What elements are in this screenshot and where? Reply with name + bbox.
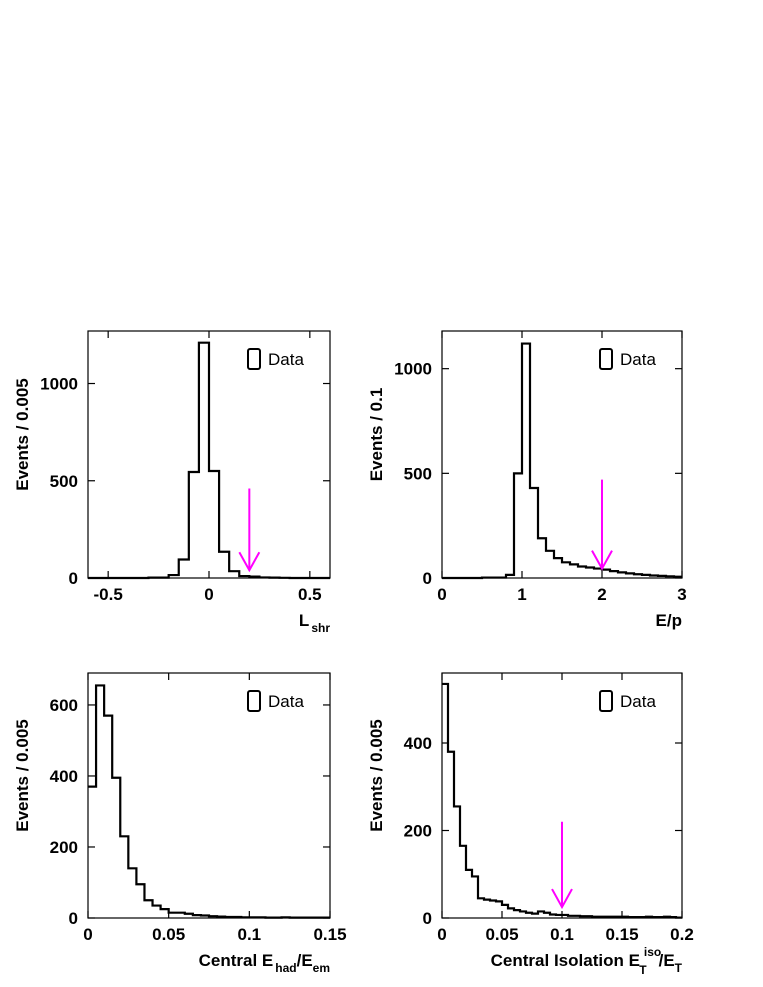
x-axis-label-sub: had [275, 961, 296, 975]
histogram-data [442, 682, 682, 919]
y-tick-label: 600 [50, 696, 78, 715]
x-tick-label: -0.5 [94, 585, 123, 604]
x-tick-label: 0.1 [238, 925, 262, 944]
x-axis-label-main: Central E [199, 951, 274, 970]
legend-swatch [247, 690, 261, 712]
plot-frame [441, 330, 683, 579]
histogram-data [442, 342, 682, 580]
x-tick-label: 0 [437, 585, 446, 604]
x-axis-label-main: Central Isolation E [491, 951, 640, 970]
y-tick-label: 0 [69, 569, 78, 588]
x-axis-label-sub: T [639, 963, 647, 977]
x-tick-label: 1 [517, 585, 526, 604]
x-axis-label-main: L [299, 611, 309, 630]
y-axis-label: Events / 0.1 [367, 388, 386, 482]
y-tick-label: 200 [50, 838, 78, 857]
y-tick-label: 1000 [394, 360, 432, 379]
legend-swatch [247, 348, 261, 370]
x-tick-label: 0.1 [550, 925, 574, 944]
chart-panel-3: 0 0.05 0.1 0.15 0 200 400 600 Events / 0.005 Cent… [13, 672, 347, 975]
y-tick-label: 0 [69, 909, 78, 928]
x-tick-label: 0.5 [298, 585, 322, 604]
legend-label: Data [620, 692, 656, 711]
y-axis-label: Events / 0.005 [13, 719, 32, 831]
x-axis-label-suffix: /E [297, 951, 313, 970]
chart-panel-4: 0 0.05 0.1 0.15 0.2 0 200 400 Events / 0.005 Cent… [367, 672, 694, 977]
y-axis-label: Events / 0.005 [13, 378, 32, 490]
y-tick-label: 400 [50, 767, 78, 786]
x-axis-label-suffix: /E [659, 951, 675, 970]
x-tick-label: 0 [437, 925, 446, 944]
x-tick-label: 2 [597, 585, 606, 604]
legend-swatch [599, 348, 613, 370]
y-tick-label: 0 [423, 909, 432, 928]
cut-arrow-head [591, 550, 613, 571]
legend-label: Data [268, 350, 304, 369]
y-tick-label: 1000 [40, 375, 78, 394]
x-axis-label: E/p [656, 611, 682, 630]
y-tick-label: 400 [404, 734, 432, 753]
x-axis-label-sub: shr [311, 621, 330, 635]
x-tick-label: 0 [83, 925, 92, 944]
histogram-data [88, 684, 330, 919]
cut-arrow-head [551, 888, 573, 910]
x-tick-label: 0 [204, 585, 213, 604]
x-axis-label-sup: iso [644, 945, 661, 959]
plot-frame [87, 672, 331, 919]
x-tick-label: 0.2 [670, 925, 694, 944]
x-axis-label-suffix-sub: em [313, 961, 330, 975]
x-tick-label: 0.15 [605, 925, 638, 944]
chart-panel-2: 0 1 2 3 0 500 1000 Events / 0.1 E/p Data [367, 330, 687, 630]
y-tick-label: 500 [50, 472, 78, 491]
x-tick-label: 0.05 [485, 925, 518, 944]
chart-panel-1: -0.5 0 0.5 0 500 1000 Events / 0.005 L shr Data [13, 330, 331, 635]
y-tick-label: 200 [404, 822, 432, 841]
cut-arrow-head [238, 551, 261, 573]
histogram-data [88, 341, 330, 580]
x-tick-label: 0.15 [313, 925, 346, 944]
x-tick-label: 3 [677, 585, 686, 604]
x-axis-label-main: E/p [656, 611, 682, 630]
legend-swatch [599, 690, 613, 712]
x-tick-label: 0.05 [152, 925, 185, 944]
y-axis-label: Events / 0.005 [367, 719, 386, 831]
y-tick-label: 500 [404, 464, 432, 483]
legend-label: Data [268, 692, 304, 711]
x-axis-label-suffix-sub: T [675, 961, 683, 975]
legend-label: Data [620, 350, 656, 369]
y-tick-label: 0 [423, 569, 432, 588]
